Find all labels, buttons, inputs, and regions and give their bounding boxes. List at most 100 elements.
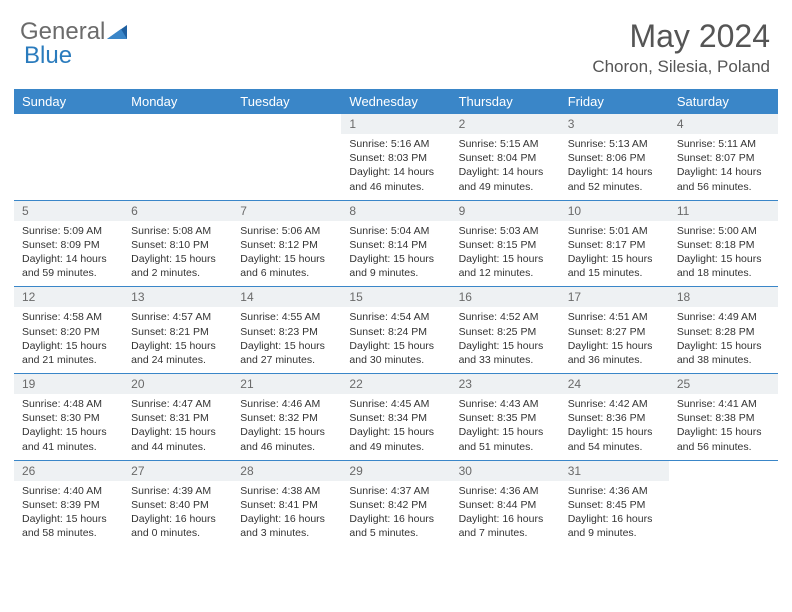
- day-details: Sunrise: 4:51 AMSunset: 8:27 PMDaylight:…: [560, 307, 669, 373]
- calendar-cell: ..: [14, 114, 123, 200]
- day-number: 5: [14, 201, 123, 221]
- daylight-text: Daylight: 14 hours and 52 minutes.: [568, 165, 661, 193]
- day-number: 20: [123, 374, 232, 394]
- day-number: 3: [560, 114, 669, 134]
- weekday-header: Friday: [560, 89, 669, 114]
- daylight-text: Daylight: 15 hours and 56 minutes.: [677, 425, 770, 453]
- sunset-text: Sunset: 8:15 PM: [459, 238, 552, 252]
- month-title: May 2024: [592, 18, 770, 55]
- day-number: 17: [560, 287, 669, 307]
- calendar-week: 12Sunrise: 4:58 AMSunset: 8:20 PMDayligh…: [14, 287, 778, 374]
- sunset-text: Sunset: 8:07 PM: [677, 151, 770, 165]
- sunset-text: Sunset: 8:10 PM: [131, 238, 224, 252]
- triangle-icon: [107, 23, 129, 41]
- calendar-cell: 31Sunrise: 4:36 AMSunset: 8:45 PMDayligh…: [560, 460, 669, 546]
- sunset-text: Sunset: 8:06 PM: [568, 151, 661, 165]
- day-details: Sunrise: 4:41 AMSunset: 8:38 PMDaylight:…: [669, 394, 778, 460]
- daylight-text: Daylight: 15 hours and 27 minutes.: [240, 339, 333, 367]
- location: Choron, Silesia, Poland: [592, 57, 770, 77]
- calendar-week: ......1Sunrise: 5:16 AMSunset: 8:03 PMDa…: [14, 114, 778, 200]
- sunrise-text: Sunrise: 4:43 AM: [459, 397, 552, 411]
- day-number: 29: [341, 461, 450, 481]
- title-block: May 2024 Choron, Silesia, Poland: [592, 18, 778, 77]
- sunrise-text: Sunrise: 5:13 AM: [568, 137, 661, 151]
- calendar-body: ......1Sunrise: 5:16 AMSunset: 8:03 PMDa…: [14, 114, 778, 546]
- daylight-text: Daylight: 15 hours and 44 minutes.: [131, 425, 224, 453]
- calendar-cell: 20Sunrise: 4:47 AMSunset: 8:31 PMDayligh…: [123, 374, 232, 461]
- sunset-text: Sunset: 8:25 PM: [459, 325, 552, 339]
- day-number: 26: [14, 461, 123, 481]
- day-details: Sunrise: 4:45 AMSunset: 8:34 PMDaylight:…: [341, 394, 450, 460]
- daylight-text: Daylight: 15 hours and 33 minutes.: [459, 339, 552, 367]
- calendar-cell: 30Sunrise: 4:36 AMSunset: 8:44 PMDayligh…: [451, 460, 560, 546]
- daylight-text: Daylight: 16 hours and 7 minutes.: [459, 512, 552, 540]
- day-details: Sunrise: 5:08 AMSunset: 8:10 PMDaylight:…: [123, 221, 232, 287]
- day-details: Sunrise: 4:55 AMSunset: 8:23 PMDaylight:…: [232, 307, 341, 373]
- sunset-text: Sunset: 8:18 PM: [677, 238, 770, 252]
- day-number: 16: [451, 287, 560, 307]
- calendar-cell: 17Sunrise: 4:51 AMSunset: 8:27 PMDayligh…: [560, 287, 669, 374]
- sunset-text: Sunset: 8:24 PM: [349, 325, 442, 339]
- sunrise-text: Sunrise: 5:09 AM: [22, 224, 115, 238]
- day-details: Sunrise: 5:06 AMSunset: 8:12 PMDaylight:…: [232, 221, 341, 287]
- calendar-week: 5Sunrise: 5:09 AMSunset: 8:09 PMDaylight…: [14, 200, 778, 287]
- day-details: Sunrise: 5:13 AMSunset: 8:06 PMDaylight:…: [560, 134, 669, 200]
- day-details: Sunrise: 5:01 AMSunset: 8:17 PMDaylight:…: [560, 221, 669, 287]
- day-details: Sunrise: 4:47 AMSunset: 8:31 PMDaylight:…: [123, 394, 232, 460]
- day-details: Sunrise: 4:37 AMSunset: 8:42 PMDaylight:…: [341, 481, 450, 547]
- sunrise-text: Sunrise: 5:15 AM: [459, 137, 552, 151]
- sunrise-text: Sunrise: 4:46 AM: [240, 397, 333, 411]
- sunset-text: Sunset: 8:36 PM: [568, 411, 661, 425]
- sunrise-text: Sunrise: 5:03 AM: [459, 224, 552, 238]
- day-number: 7: [232, 201, 341, 221]
- sunset-text: Sunset: 8:17 PM: [568, 238, 661, 252]
- day-details: Sunrise: 4:39 AMSunset: 8:40 PMDaylight:…: [123, 481, 232, 547]
- daylight-text: Daylight: 16 hours and 3 minutes.: [240, 512, 333, 540]
- daylight-text: Daylight: 15 hours and 21 minutes.: [22, 339, 115, 367]
- calendar-cell: 1Sunrise: 5:16 AMSunset: 8:03 PMDaylight…: [341, 114, 450, 200]
- day-number: 10: [560, 201, 669, 221]
- day-details: Sunrise: 5:03 AMSunset: 8:15 PMDaylight:…: [451, 221, 560, 287]
- daylight-text: Daylight: 15 hours and 54 minutes.: [568, 425, 661, 453]
- daylight-text: Daylight: 14 hours and 59 minutes.: [22, 252, 115, 280]
- day-number: 22: [341, 374, 450, 394]
- calendar-week: 26Sunrise: 4:40 AMSunset: 8:39 PMDayligh…: [14, 460, 778, 546]
- weekday-header: Saturday: [669, 89, 778, 114]
- sunrise-text: Sunrise: 4:39 AM: [131, 484, 224, 498]
- sunrise-text: Sunrise: 5:04 AM: [349, 224, 442, 238]
- sunrise-text: Sunrise: 4:38 AM: [240, 484, 333, 498]
- daylight-text: Daylight: 15 hours and 38 minutes.: [677, 339, 770, 367]
- calendar-head: SundayMondayTuesdayWednesdayThursdayFrid…: [14, 89, 778, 114]
- daylight-text: Daylight: 15 hours and 24 minutes.: [131, 339, 224, 367]
- sunrise-text: Sunrise: 5:16 AM: [349, 137, 442, 151]
- day-number: 8: [341, 201, 450, 221]
- sunrise-text: Sunrise: 5:11 AM: [677, 137, 770, 151]
- day-details: Sunrise: 4:38 AMSunset: 8:41 PMDaylight:…: [232, 481, 341, 547]
- sunset-text: Sunset: 8:09 PM: [22, 238, 115, 252]
- calendar-week: 19Sunrise: 4:48 AMSunset: 8:30 PMDayligh…: [14, 374, 778, 461]
- sunset-text: Sunset: 8:40 PM: [131, 498, 224, 512]
- calendar-cell: ..: [669, 460, 778, 546]
- sunset-text: Sunset: 8:35 PM: [459, 411, 552, 425]
- day-number: 21: [232, 374, 341, 394]
- calendar-cell: 29Sunrise: 4:37 AMSunset: 8:42 PMDayligh…: [341, 460, 450, 546]
- weekday-header: Monday: [123, 89, 232, 114]
- calendar-cell: 6Sunrise: 5:08 AMSunset: 8:10 PMDaylight…: [123, 200, 232, 287]
- daylight-text: Daylight: 14 hours and 49 minutes.: [459, 165, 552, 193]
- sunrise-text: Sunrise: 4:47 AM: [131, 397, 224, 411]
- day-number: 6: [123, 201, 232, 221]
- sunset-text: Sunset: 8:21 PM: [131, 325, 224, 339]
- day-number: 18: [669, 287, 778, 307]
- day-details: Sunrise: 5:00 AMSunset: 8:18 PMDaylight:…: [669, 221, 778, 287]
- day-number: 23: [451, 374, 560, 394]
- calendar-cell: 24Sunrise: 4:42 AMSunset: 8:36 PMDayligh…: [560, 374, 669, 461]
- sunset-text: Sunset: 8:31 PM: [131, 411, 224, 425]
- calendar-cell: 27Sunrise: 4:39 AMSunset: 8:40 PMDayligh…: [123, 460, 232, 546]
- sunrise-text: Sunrise: 4:40 AM: [22, 484, 115, 498]
- day-number: 31: [560, 461, 669, 481]
- daylight-text: Daylight: 15 hours and 12 minutes.: [459, 252, 552, 280]
- sunset-text: Sunset: 8:42 PM: [349, 498, 442, 512]
- calendar-cell: 18Sunrise: 4:49 AMSunset: 8:28 PMDayligh…: [669, 287, 778, 374]
- day-number: 25: [669, 374, 778, 394]
- day-details: Sunrise: 4:49 AMSunset: 8:28 PMDaylight:…: [669, 307, 778, 373]
